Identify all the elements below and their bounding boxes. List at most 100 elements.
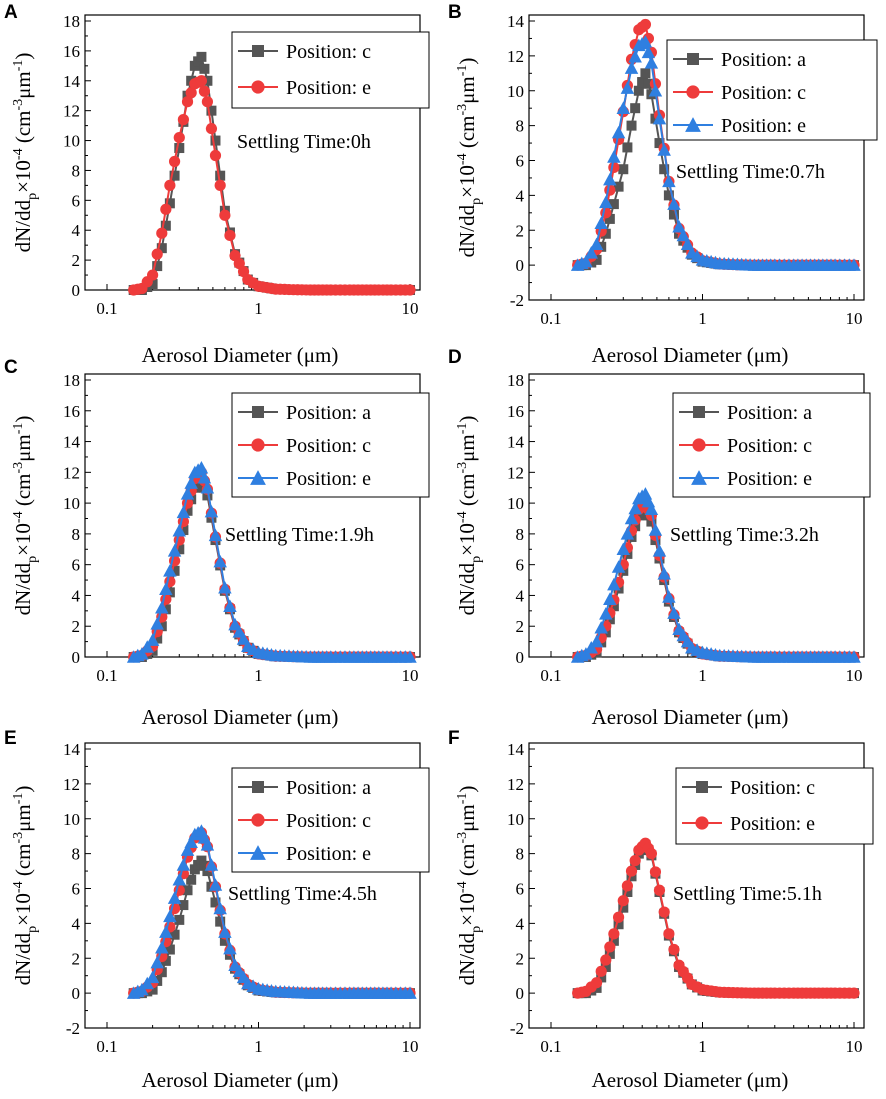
- y-tick-label: 12: [507, 775, 524, 794]
- data-point: [163, 909, 177, 923]
- data-point: [611, 560, 626, 573]
- legend-frame: [666, 39, 878, 141]
- legend-label: Position: e: [286, 77, 371, 99]
- data-point: [202, 490, 213, 501]
- panel-e: E -2 0 2 4 6 8 10 12 14 0.1 1 10 Aerosol Diameter (μm…: [4, 728, 430, 1092]
- data-point: [168, 155, 181, 168]
- x-tick-label: 0.1: [540, 309, 561, 328]
- data-point: [628, 501, 642, 515]
- x-tick-label: 0.1: [96, 299, 117, 318]
- data-point: [616, 542, 631, 556]
- panel-f: F -2 0 2 4 6 8 10 12 14 0.1 1 10 Aerosol Diameter (μm…: [448, 728, 874, 1092]
- y-tick-label: 4: [72, 586, 81, 605]
- data-point: [167, 891, 182, 904]
- y-tick-label: 4: [516, 914, 525, 933]
- x-tick-label: 1: [254, 299, 263, 318]
- data-point: [202, 866, 213, 877]
- data-point: [667, 606, 681, 619]
- data-point: [646, 516, 657, 527]
- legend-label: Position: a: [727, 402, 812, 424]
- data-point: [209, 149, 222, 162]
- y-tick-label: 2: [516, 617, 525, 636]
- series-positione: [570, 487, 861, 663]
- y-tick-label: -2: [510, 291, 524, 310]
- y-tick-label: 0: [72, 984, 81, 1003]
- data-point: [616, 101, 631, 114]
- y-tick-label: 12: [63, 463, 80, 482]
- y-tick-label: 18: [63, 12, 80, 31]
- data-point: [584, 246, 599, 259]
- y-axis: 0 2 4 6 8 10 12 14 16 18: [63, 371, 91, 667]
- plot-frame: [528, 14, 865, 301]
- x-tick-label: 1: [698, 309, 707, 328]
- y-tick-label: 12: [507, 47, 524, 66]
- data-point: [184, 835, 198, 849]
- legend-marker: [691, 470, 707, 485]
- data-point: [403, 986, 417, 999]
- data-point: [199, 860, 210, 871]
- data-point: [591, 977, 603, 989]
- x-axis: 0.1 1 10: [540, 1022, 863, 1056]
- x-tick-label: 10: [846, 1037, 863, 1056]
- data-point: [594, 621, 608, 634]
- data-point: [219, 209, 231, 221]
- legend: Position: a Position: c Position: e: [231, 392, 430, 498]
- x-tick-label: 1: [698, 1037, 707, 1056]
- data-point: [204, 504, 219, 518]
- series-positione: [126, 460, 417, 663]
- plot-frame: [84, 742, 421, 1029]
- data-point: [404, 284, 416, 296]
- data-point: [622, 142, 633, 153]
- legend-label: Position: e: [730, 813, 815, 835]
- data-point: [594, 216, 608, 230]
- data-point: [620, 81, 635, 94]
- data-point: [668, 943, 680, 956]
- data-point: [200, 838, 215, 851]
- legend-marker: [252, 781, 264, 793]
- data-point: [608, 935, 619, 946]
- x-tick-label: 10: [402, 666, 419, 685]
- data-point: [178, 900, 189, 911]
- data-point: [596, 972, 607, 983]
- y-tick-label: 2: [516, 949, 525, 968]
- data-point: [156, 227, 168, 239]
- data-point: [196, 855, 207, 866]
- data-point: [204, 858, 219, 871]
- data-point: [652, 111, 667, 125]
- data-point: [617, 895, 629, 907]
- data-point: [618, 164, 629, 175]
- data-point: [604, 948, 615, 959]
- data-point: [612, 911, 625, 923]
- data-point: [599, 607, 613, 620]
- data-point: [637, 77, 648, 88]
- data-point: [160, 955, 171, 966]
- data-point: [613, 919, 624, 930]
- data-point: [600, 961, 611, 972]
- legend-label: Position: a: [721, 49, 806, 71]
- data-point: [210, 897, 221, 908]
- data-point: [604, 184, 616, 196]
- y-tick-label: 0: [516, 256, 525, 275]
- data-point: [172, 873, 187, 886]
- data-point: [159, 925, 173, 938]
- x-axis: 0.1 1 10: [96, 1022, 419, 1056]
- y-tick-label: 14: [507, 12, 525, 31]
- data-point: [224, 229, 236, 242]
- data-point: [174, 143, 185, 154]
- settling-time-label: Settling Time:4.5h: [228, 883, 377, 905]
- x-axis-title: Aerosol Diameter (μm): [142, 705, 339, 729]
- y-tick-label: 0: [72, 281, 81, 300]
- data-point: [150, 955, 164, 969]
- y-tick-label: 0: [72, 648, 81, 667]
- legend-frame: [231, 31, 430, 109]
- legend-label: Position: a: [286, 777, 371, 799]
- data-point: [202, 75, 213, 86]
- data-point: [639, 18, 652, 31]
- legend-label: Position: e: [727, 468, 812, 490]
- data-point: [613, 181, 624, 192]
- series-positione: [572, 837, 860, 999]
- data-point: [155, 941, 169, 954]
- y-tick-label: 14: [63, 740, 81, 759]
- data-point: [177, 114, 190, 126]
- data-point: [648, 523, 663, 536]
